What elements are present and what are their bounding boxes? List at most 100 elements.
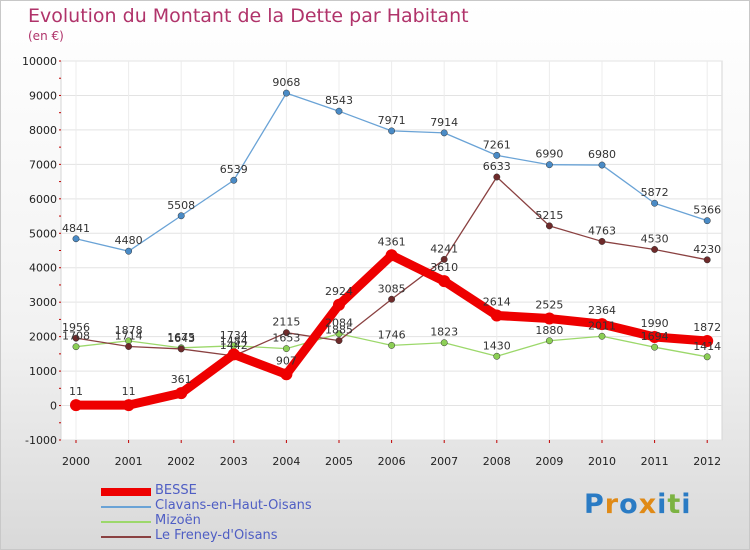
data-label-mizo-n: 2084 — [325, 317, 353, 330]
data-label-besse: 907 — [276, 354, 297, 367]
logo-letter: i — [657, 489, 668, 520]
point-besse — [227, 348, 240, 361]
point-mizo-n — [545, 337, 553, 345]
point-besse — [122, 399, 135, 412]
data-label-clavans-en-haut-oisans: 5872 — [641, 186, 669, 199]
data-label-le-freney-d-oisans: 5215 — [535, 209, 563, 222]
data-label-le-freney-d-oisans: 1956 — [62, 321, 90, 334]
tick-label-x: 2010 — [588, 455, 616, 468]
point-besse — [490, 309, 503, 322]
point-clavans-en-haut-oisans — [177, 212, 185, 220]
tick-label-y: 7000 — [29, 158, 57, 171]
point-besse — [596, 318, 608, 331]
legend-swatch-mizoen — [101, 521, 151, 523]
data-label-clavans-en-haut-oisans: 6990 — [535, 148, 563, 161]
point-besse — [438, 275, 451, 288]
data-label-besse: 1990 — [641, 317, 669, 330]
data-label-mizo-n: 1734 — [220, 329, 248, 342]
point-mizo-n — [651, 343, 659, 351]
point-mizo-n — [335, 330, 343, 338]
data-label-le-freney-d-oisans: 1885 — [325, 324, 353, 337]
point-clavans-en-haut-oisans — [282, 89, 290, 97]
data-label-besse: 1872 — [693, 321, 721, 334]
point-le-freney-d-oisans — [72, 334, 80, 342]
data-label-clavans-en-haut-oisans: 5508 — [167, 199, 195, 212]
data-label-besse: 11 — [122, 385, 136, 398]
tick-label-x: 2001 — [115, 455, 143, 468]
data-label-mizo-n: 1823 — [430, 326, 458, 339]
tick-label-y: 9000 — [29, 89, 57, 102]
point-le-freney-d-oisans — [493, 173, 501, 181]
point-le-freney-d-oisans — [388, 295, 396, 303]
unit-label: (en €) — [28, 29, 64, 43]
tick-label-y: 5000 — [29, 227, 57, 240]
data-label-mizo-n: 1878 — [115, 324, 143, 337]
point-le-freney-d-oisans — [703, 256, 711, 264]
data-label-le-freney-d-oisans: 4230 — [693, 243, 721, 256]
legend-swatch-besse — [101, 488, 151, 496]
tick-label-x: 2009 — [535, 455, 563, 468]
data-label-mizo-n: 1675 — [167, 331, 195, 344]
tick-label-x: 2008 — [483, 455, 511, 468]
tick-label-x: 2003 — [220, 455, 248, 468]
tick-label-y: 4000 — [29, 262, 57, 275]
point-mizo-n — [388, 341, 396, 349]
point-le-freney-d-oisans — [545, 222, 553, 230]
data-label-besse: 2525 — [535, 299, 563, 312]
point-besse — [543, 312, 556, 325]
point-besse — [175, 387, 188, 400]
logo-letter: i — [681, 489, 692, 520]
logo-letter: P — [584, 489, 605, 520]
legend-label-mizoen: Mizoën — [155, 513, 201, 528]
tick-label-y: 2000 — [29, 331, 57, 344]
point-mizo-n — [703, 353, 711, 361]
point-clavans-en-haut-oisans — [545, 161, 553, 169]
data-label-besse: 2614 — [483, 295, 511, 308]
point-clavans-en-haut-oisans — [335, 107, 343, 115]
tick-label-x: 2002 — [167, 455, 195, 468]
tick-label-x: 2000 — [62, 455, 90, 468]
tick-label-y: 10000 — [22, 55, 57, 68]
legend-label-besse: BESSE — [155, 483, 197, 498]
data-label-besse: 3610 — [430, 261, 458, 274]
legend-swatch-clavans — [101, 506, 151, 508]
data-label-mizo-n: 1414 — [693, 340, 721, 353]
point-clavans-en-haut-oisans — [125, 247, 133, 255]
data-label-le-freney-d-oisans: 4763 — [588, 224, 616, 237]
point-le-freney-d-oisans — [125, 343, 133, 350]
data-label-clavans-en-haut-oisans: 7914 — [430, 116, 458, 129]
logo-letter: t — [667, 489, 682, 520]
point-clavans-en-haut-oisans — [440, 129, 448, 137]
data-label-le-freney-d-oisans: 1442 — [220, 339, 248, 352]
data-label-besse: 361 — [171, 373, 192, 386]
point-mizo-n — [72, 343, 80, 351]
point-besse — [70, 399, 82, 412]
data-label-besse: 2364 — [588, 304, 616, 317]
tick-label-x: 2007 — [430, 455, 458, 468]
point-le-freney-d-oisans — [440, 255, 448, 263]
logo-letter: x — [638, 489, 658, 520]
point-mizo-n — [440, 339, 448, 347]
data-label-mizo-n: 1880 — [535, 324, 563, 337]
tick-label-y: 3000 — [29, 296, 57, 309]
data-label-mizo-n: 1708 — [62, 330, 90, 343]
point-besse — [333, 298, 345, 311]
data-label-mizo-n: 2011 — [588, 319, 616, 332]
data-label-mizo-n: 1653 — [272, 332, 300, 345]
point-clavans-en-haut-oisans — [493, 151, 501, 159]
tick-label-y: 8000 — [29, 124, 57, 137]
data-label-le-freney-d-oisans: 1643 — [167, 332, 195, 345]
series-lines — [70, 89, 714, 412]
point-clavans-en-haut-oisans — [703, 217, 711, 225]
logo-letter: r — [604, 489, 620, 520]
point-clavans-en-haut-oisans — [651, 199, 659, 207]
tick-label-y: 1000 — [29, 365, 57, 378]
data-label-clavans-en-haut-oisans: 7261 — [483, 138, 511, 151]
legend-label-clavans: Clavans-en-Haut-Oisans — [155, 498, 312, 513]
point-mizo-n — [598, 332, 606, 340]
point-clavans-en-haut-oisans — [388, 127, 396, 135]
data-label-clavans-en-haut-oisans: 9068 — [272, 76, 300, 89]
data-label-le-freney-d-oisans: 4241 — [430, 242, 458, 255]
data-labels: 4841 4480 5508 6539 9068 8543 7971 7914 7261 6990… — [62, 76, 721, 398]
